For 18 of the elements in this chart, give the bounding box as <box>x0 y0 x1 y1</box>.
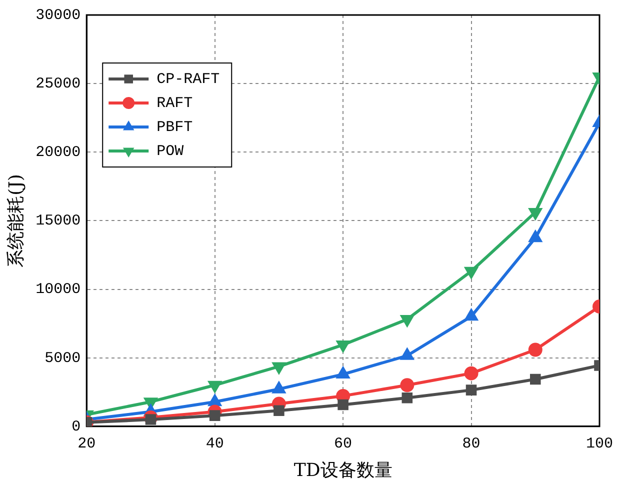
legend-label: POW <box>156 142 184 160</box>
y-tick-label: 30000 <box>36 6 81 24</box>
legend-label: PBFT <box>156 118 193 136</box>
legend-label: CP-RAFT <box>156 70 220 88</box>
x-tick-label: 60 <box>334 435 352 452</box>
y-tick-label: 15000 <box>36 212 81 230</box>
y-tick-label: 10000 <box>36 281 81 298</box>
x-tick-label: 20 <box>78 435 96 452</box>
y-tick-label: 5000 <box>44 350 81 367</box>
legend-label: RAFT <box>156 94 193 112</box>
x-tick-label: 40 <box>206 435 224 452</box>
y-tick-label: 25000 <box>36 76 81 93</box>
y-tick-label: 20000 <box>36 144 81 162</box>
y-tick-label: 0 <box>72 418 81 436</box>
x-tick-label: 100 <box>586 435 614 452</box>
x-axis-title: TD设备数量 <box>294 460 392 481</box>
x-tick-label: 80 <box>462 435 480 452</box>
y-axis-title: 系统能耗(J) <box>5 174 26 268</box>
